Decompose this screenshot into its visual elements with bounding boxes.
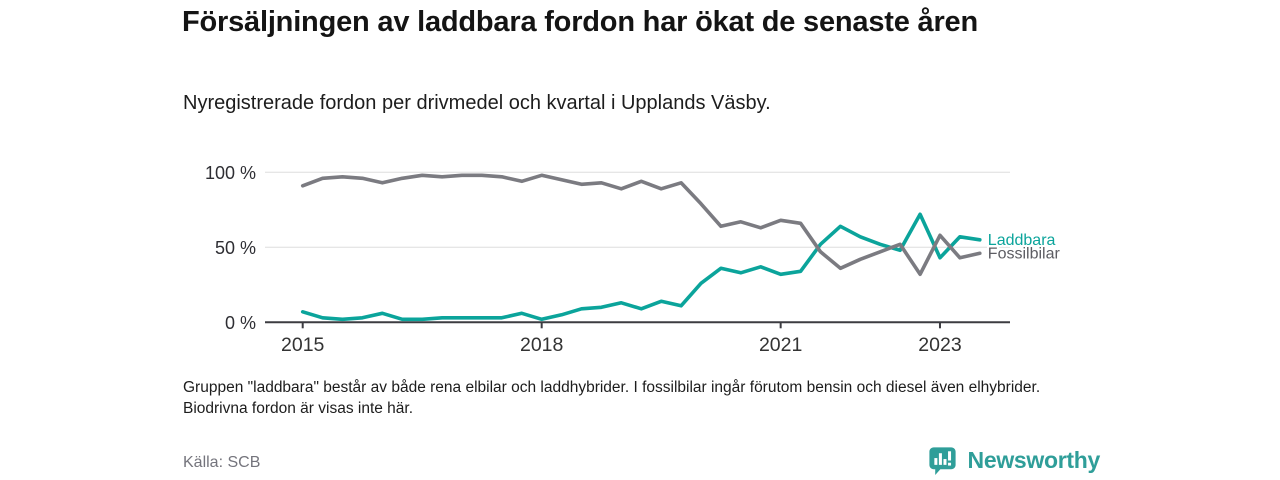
x-tick-label-2018: 2018 xyxy=(520,334,563,356)
chart-title: Försäljningen av laddbara fordon har öka… xyxy=(182,6,978,38)
series-line-laddbara xyxy=(300,212,982,322)
newsworthy-icon xyxy=(928,447,956,476)
x-tick-label-2021: 2021 xyxy=(759,334,802,356)
y-tick-label-0: 0 % xyxy=(225,313,256,333)
y-tick-label-50: 50 % xyxy=(215,238,256,258)
chart-subtitle: Nyregistrerade fordon per drivmedel och … xyxy=(183,92,771,114)
y-tick-label-100: 100 % xyxy=(205,163,256,183)
series-label-laddbara: Laddbara xyxy=(988,232,1056,249)
series-label-fossilbilar: Fossilbilar xyxy=(988,245,1061,262)
x-tick-label-2015: 2015 xyxy=(281,334,325,356)
footnote: Gruppen "laddbara" består av både rena e… xyxy=(183,379,1041,417)
series-line-fossilbilar xyxy=(300,173,982,277)
line-chart: 0 % 50 % 100 % 2015 2018 2021 2023 LaddbaraFoss… xyxy=(205,163,1063,356)
brand-name: Newsworthy xyxy=(967,447,1101,473)
x-tick-label-2023: 2023 xyxy=(918,334,961,356)
newsworthy-logo: Newsworthy xyxy=(926,444,1100,477)
source-label: Källa: SCB xyxy=(183,454,261,471)
